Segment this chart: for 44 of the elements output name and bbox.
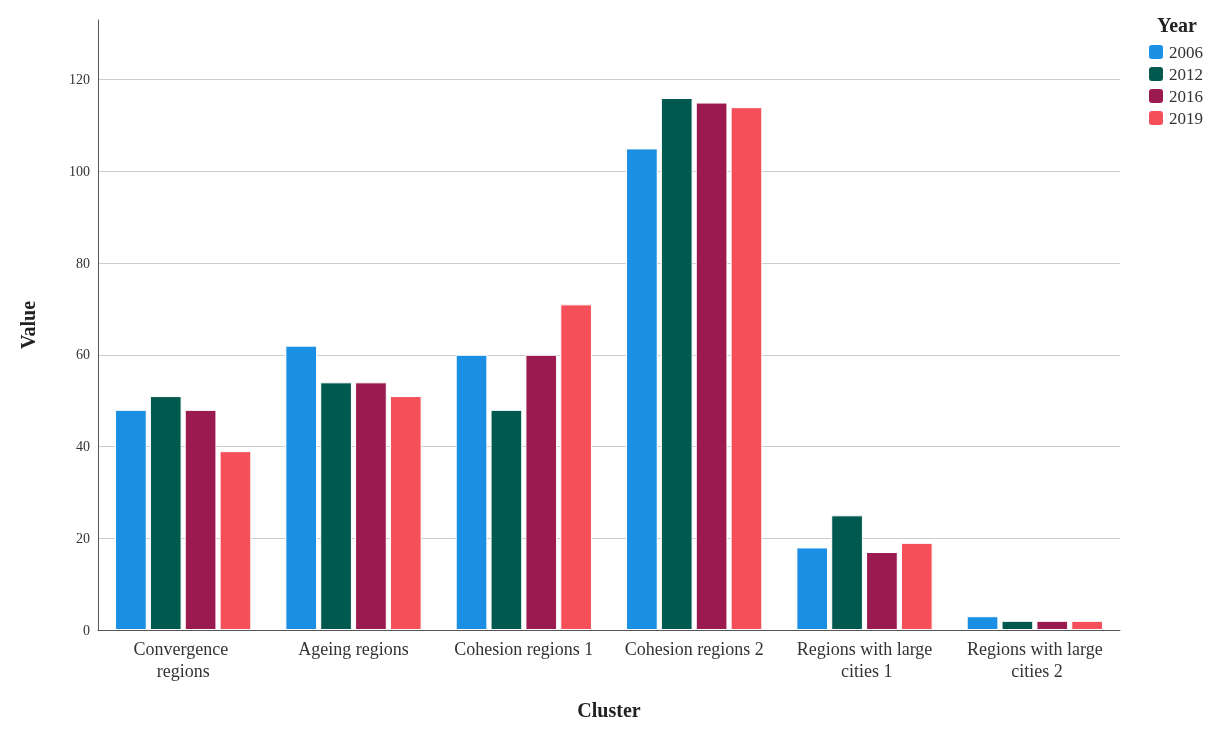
bar <box>626 148 658 630</box>
y-tick-label: 60 <box>76 347 90 363</box>
y-tick-label: 0 <box>83 622 90 638</box>
y-tick-label: 100 <box>69 163 90 179</box>
legend-label: 2016 <box>1169 86 1203 106</box>
y-tick-label: 20 <box>76 530 90 546</box>
bar <box>1071 620 1103 630</box>
bar <box>320 382 352 630</box>
legend-label: 2012 <box>1169 64 1203 84</box>
y-tick-label: 40 <box>76 439 90 455</box>
legend-title: Year <box>1157 14 1198 36</box>
bar <box>490 409 523 630</box>
x-tick-label: Convergence regions <box>133 639 233 681</box>
y-tick-label: 120 <box>69 72 90 88</box>
x-tick-label: Ageing regions <box>298 639 409 659</box>
x-axis-title: Cluster <box>577 699 641 721</box>
x-tick-label: Regions with large cities 2 <box>967 639 1103 681</box>
bar <box>1036 620 1069 630</box>
x-tick-label: Cohesion regions 2 <box>624 639 764 659</box>
bar <box>866 552 898 630</box>
bar <box>285 345 318 630</box>
bar <box>796 547 829 630</box>
bar <box>219 451 252 630</box>
bar <box>730 107 763 630</box>
bar <box>695 102 728 630</box>
bar <box>389 396 422 630</box>
bar <box>355 382 387 630</box>
y-axis-title: Value <box>17 300 39 350</box>
x-tick-label: Cohesion regions 1 <box>454 639 594 659</box>
bar <box>1001 620 1034 630</box>
bar <box>184 409 217 630</box>
bar <box>831 515 863 630</box>
bar <box>149 396 182 630</box>
bar <box>455 354 488 630</box>
legend-label: 2006 <box>1169 42 1203 62</box>
legend-label: 2019 <box>1169 108 1203 128</box>
x-tick-label: Regions with large cities 1 <box>796 639 933 681</box>
bar <box>560 304 592 630</box>
y-tick-label: 80 <box>76 255 90 271</box>
bar <box>660 97 693 630</box>
bar <box>900 542 933 630</box>
bar <box>966 616 999 630</box>
bar <box>525 354 558 630</box>
bar <box>115 409 147 630</box>
